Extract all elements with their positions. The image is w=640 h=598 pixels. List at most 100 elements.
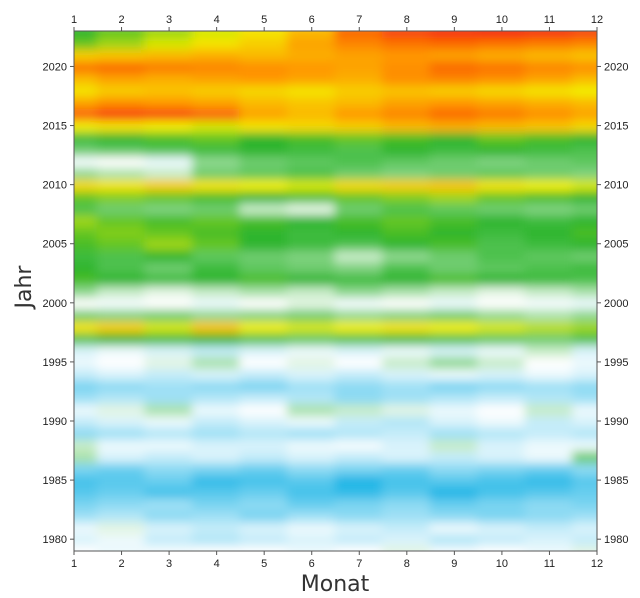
heatmap-cell <box>191 31 242 38</box>
x-tick-label-bottom: 5 <box>261 558 267 570</box>
heatmap-cell <box>239 295 289 310</box>
heatmap-cell <box>144 425 194 440</box>
heatmap-cell <box>524 295 575 310</box>
heatmap-cell <box>477 248 527 263</box>
heatmap-cell <box>287 366 337 381</box>
heatmap-cell <box>96 295 147 310</box>
heatmap-cell <box>334 31 384 38</box>
x-tick-label-bottom: 8 <box>404 558 410 570</box>
heatmap-cell <box>334 473 384 487</box>
heatmap-cell <box>524 425 575 440</box>
heatmap-cell <box>191 520 242 535</box>
heatmap-cell <box>382 425 432 440</box>
heatmap-cell <box>191 295 242 310</box>
heatmap-cell <box>334 35 384 50</box>
heatmap-cell <box>572 118 597 133</box>
heatmap-cell <box>524 106 575 121</box>
heatmap-cell <box>477 437 527 452</box>
x-tick-label-bottom: 1 <box>71 558 77 570</box>
heatmap-cell <box>429 378 480 393</box>
heatmap-cell <box>74 449 99 464</box>
heatmap-cell <box>524 95 575 109</box>
heatmap-cell <box>144 461 194 476</box>
heatmap-cell <box>524 236 575 251</box>
heatmap-cell <box>96 425 147 440</box>
heatmap-cell <box>191 485 242 499</box>
heatmap-cell <box>239 473 289 487</box>
heatmap-cell <box>74 496 99 511</box>
heatmap-cell <box>334 59 384 74</box>
y-tick-label-right: 2005 <box>604 239 628 251</box>
heatmap-cell <box>572 201 597 216</box>
heatmap-cell <box>524 355 575 369</box>
heatmap-cell <box>191 544 242 551</box>
heatmap-cell <box>524 461 575 476</box>
heatmap-cell <box>382 307 432 322</box>
heatmap-cell <box>477 378 527 393</box>
heatmap-cell <box>429 295 480 310</box>
heatmap-cell <box>96 248 147 263</box>
heatmap-cell <box>239 319 289 334</box>
heatmap-cell <box>74 154 99 168</box>
heatmap-cell <box>477 83 527 97</box>
heatmap-cell <box>524 307 575 322</box>
heatmap-cell <box>96 402 147 417</box>
heatmap-cell <box>429 71 480 86</box>
heatmap-cell <box>144 59 194 74</box>
heatmap-cell <box>429 165 480 180</box>
heatmap-cell <box>334 83 384 97</box>
heatmap-cell <box>74 260 99 275</box>
heatmap-cell <box>429 83 480 97</box>
heatmap-cell <box>191 307 242 322</box>
heatmap-cell <box>572 177 597 192</box>
heatmap-cell <box>477 461 527 476</box>
heatmap-cell <box>74 508 99 523</box>
heatmap-cell <box>191 378 242 393</box>
y-tick-label-left: 2010 <box>43 180 67 192</box>
heatmap-cell <box>96 319 147 334</box>
heatmap-cell <box>334 544 384 551</box>
heatmap-cell <box>287 260 337 275</box>
heatmap-cell <box>429 331 480 346</box>
heatmap-cell <box>74 378 99 393</box>
heatmap-cell <box>191 106 242 121</box>
heatmap-cell <box>382 390 432 405</box>
heatmap-cell <box>572 95 597 109</box>
heatmap-cell <box>287 414 337 428</box>
heatmap-cell <box>524 142 575 157</box>
heatmap-cell <box>524 118 575 133</box>
heatmap-cell <box>429 366 480 381</box>
heatmap-cell <box>429 177 480 192</box>
heatmap-cell <box>239 355 289 369</box>
heatmap-cell <box>524 414 575 428</box>
heatmap-cell <box>287 118 337 133</box>
heatmap-cell <box>334 106 384 121</box>
heatmap-cell <box>477 449 527 464</box>
heatmap-cell <box>239 154 289 168</box>
heatmap-cell <box>144 248 194 263</box>
heatmap-cell <box>572 473 597 487</box>
heatmap-cell <box>477 414 527 428</box>
heatmap-cell <box>477 402 527 417</box>
heatmap-cell <box>477 520 527 535</box>
heatmap-cell <box>191 414 242 428</box>
heatmap-cell <box>334 520 384 535</box>
heatmap-cell <box>334 449 384 464</box>
heatmap-cell <box>334 213 384 227</box>
heatmap-cell <box>429 414 480 428</box>
heatmap-cell <box>287 31 337 38</box>
heatmap-cell <box>239 390 289 405</box>
heatmap-cell <box>477 189 527 204</box>
heatmap-cell <box>572 154 597 168</box>
heatmap-cell <box>144 71 194 86</box>
x-tick-label-bottom: 7 <box>356 558 362 570</box>
heatmap-cell <box>96 414 147 428</box>
heatmap-cell <box>382 189 432 204</box>
heatmap-cell <box>239 260 289 275</box>
heatmap-cell <box>287 154 337 168</box>
heatmap-cell <box>572 508 597 523</box>
heatmap-cell <box>96 118 147 133</box>
heatmap-cell <box>74 532 99 547</box>
heatmap-cell <box>74 165 99 180</box>
heatmap-cell <box>572 378 597 393</box>
